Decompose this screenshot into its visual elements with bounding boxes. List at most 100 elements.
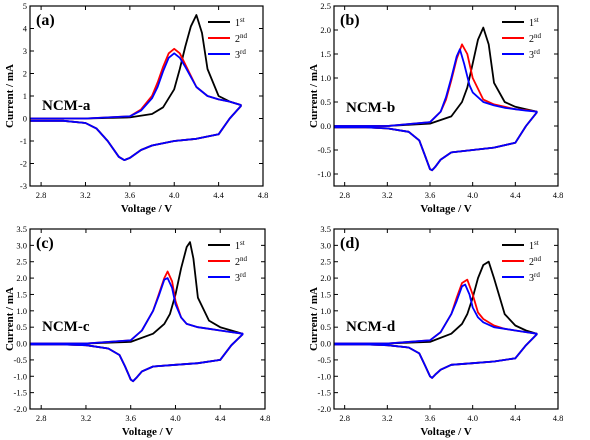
- x-axis-title: Voltage / V: [420, 203, 471, 215]
- x-tick-label: 4.4: [213, 190, 224, 200]
- x-tick-label: 4.0: [170, 413, 181, 423]
- y-tick-label: 0.5: [16, 322, 27, 332]
- legend-entry-3: 3rd: [529, 48, 540, 61]
- panel-letter: (d): [340, 235, 360, 252]
- x-tick-label: 2.8: [36, 190, 47, 200]
- sample-label: NCM-b: [346, 100, 395, 116]
- y-tick-label: -2: [20, 159, 27, 169]
- y-tick-label: 0.0: [320, 121, 331, 131]
- y-tick-label: 3.5: [320, 224, 331, 234]
- legend-suffix: nd: [534, 255, 542, 263]
- legend-suffix: nd: [240, 255, 248, 263]
- y-tick-label: 0.0: [320, 339, 331, 349]
- panel-2: 2.8 3.2 3.6 4.0 4.4 4.8 -1.0 -0.5 0.0 0.5 1.0 1.5 2.…: [308, 1, 563, 215]
- x-tick-label: 4.0: [467, 190, 478, 200]
- x-tick-label: 2.8: [36, 413, 47, 423]
- y-tick-label: -1.0: [318, 169, 331, 179]
- panel-letter: (a): [36, 12, 55, 29]
- legend-number: 1: [529, 18, 534, 29]
- y-tick-label: -2.0: [318, 404, 331, 414]
- y-tick-label: 1.5: [320, 289, 331, 299]
- y-tick-label: 2.0: [16, 273, 27, 283]
- x-tick-label: 4.8: [258, 190, 269, 200]
- x-tick-label: 3.6: [425, 190, 436, 200]
- y-axis-title: Current / mA: [308, 64, 320, 128]
- legend-suffix: nd: [534, 32, 542, 40]
- y-tick-label: -2.0: [14, 404, 27, 414]
- sample-label: NCM-c: [42, 319, 90, 335]
- legend-suffix: rd: [534, 48, 540, 56]
- legend-entry-2: 2nd: [235, 32, 248, 45]
- legend-entry-3: 3rd: [235, 48, 246, 61]
- y-tick-label: -0.5: [14, 355, 27, 365]
- panel-letter: (b): [340, 12, 360, 29]
- series-line-3: [30, 277, 244, 383]
- x-axis-title: Voltage / V: [122, 426, 173, 438]
- legend-suffix: rd: [240, 48, 246, 56]
- plot-frame: [333, 228, 559, 410]
- y-tick-label: 3.0: [16, 240, 27, 250]
- y-tick-label: 1: [23, 91, 27, 101]
- y-tick-label: 0.5: [320, 97, 331, 107]
- y-tick-label: 4: [23, 24, 28, 34]
- legend-number: 1: [235, 18, 240, 29]
- y-tick-label: 2.0: [320, 25, 331, 35]
- legend-entry-1: 1st: [235, 16, 245, 29]
- legend-number: 2: [529, 34, 534, 45]
- series-line-1: [30, 241, 244, 383]
- legend-number: 3: [235, 50, 240, 61]
- legend-suffix: nd: [240, 32, 248, 40]
- x-tick-label: 4.8: [553, 190, 564, 200]
- legend-entry-1: 1st: [529, 239, 539, 252]
- plot-frame: [29, 228, 266, 410]
- legend-suffix: rd: [534, 271, 540, 279]
- plot-frame: [333, 5, 559, 187]
- panel-1: 2.8 3.2 3.6 4.0 4.4 4.8 -3 -2 -1 0 1 2 3 4 5 Voltage / …: [4, 1, 268, 215]
- legend-number: 1: [235, 241, 240, 252]
- x-tick-label: 3.6: [425, 413, 436, 423]
- x-tick-label: 4.0: [169, 190, 180, 200]
- y-tick-label: -1.0: [14, 371, 27, 381]
- x-tick-label: 4.8: [553, 413, 564, 423]
- y-tick-label: 3.0: [320, 240, 331, 250]
- legend-number: 2: [235, 34, 240, 45]
- x-tick-label: 3.6: [125, 190, 136, 200]
- y-axis-title: Current / mA: [4, 64, 16, 128]
- legend-number: 3: [235, 273, 240, 284]
- x-tick-label: 3.2: [382, 190, 393, 200]
- x-tick-label: 4.4: [510, 413, 521, 423]
- legend-suffix: rd: [240, 271, 246, 279]
- y-tick-label: -1.5: [14, 388, 27, 398]
- sample-label: NCM-d: [346, 319, 396, 335]
- legend-number: 3: [529, 273, 534, 284]
- y-tick-label: 1.5: [16, 289, 27, 299]
- x-tick-label: 3.2: [382, 413, 393, 423]
- legend-entry-2: 2nd: [529, 255, 542, 268]
- legend-number: 3: [529, 50, 534, 61]
- x-tick-label: 3.6: [125, 413, 136, 423]
- legend-entry-1: 1st: [529, 16, 539, 29]
- x-tick-label: 4.0: [467, 413, 478, 423]
- x-tick-label: 4.8: [260, 413, 271, 423]
- x-tick-label: 2.8: [339, 190, 350, 200]
- y-tick-label: 2.5: [320, 1, 331, 11]
- series-line-1: [30, 14, 242, 162]
- y-tick-label: -3: [20, 181, 27, 191]
- x-tick-label: 4.4: [510, 190, 521, 200]
- legend-suffix: st: [240, 16, 245, 24]
- y-tick-label: 2.5: [320, 257, 331, 267]
- panel-3: 2.8 3.2 3.6 4.0 4.4 4.8 -2.0 -1.5 -1.0 -0.5 0.0 0.5…: [4, 224, 270, 438]
- y-tick-label: 1.0: [320, 306, 331, 316]
- series-line-3: [30, 52, 242, 162]
- panel-letter: (c): [36, 235, 54, 252]
- sample-label: NCM-a: [42, 98, 91, 114]
- y-tick-label: -1: [20, 136, 27, 146]
- plot-frame: [29, 5, 264, 187]
- legend-number: 2: [529, 257, 534, 268]
- y-tick-label: -1.0: [318, 371, 331, 381]
- y-tick-label: -0.5: [318, 145, 331, 155]
- y-axis-title: Current / mA: [308, 287, 320, 351]
- y-tick-label: 1.0: [16, 306, 27, 316]
